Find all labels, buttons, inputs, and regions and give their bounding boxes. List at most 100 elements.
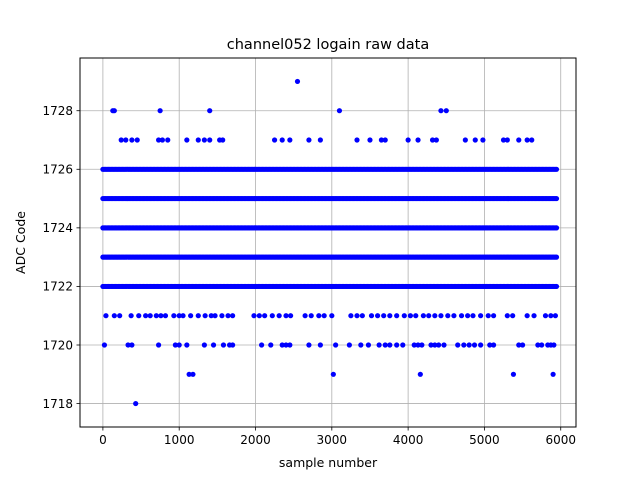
data-point (394, 342, 400, 348)
data-point (500, 137, 507, 143)
x-tick-label: 1000 (164, 433, 195, 447)
data-point (184, 342, 190, 348)
data-point (429, 137, 436, 143)
data-point (378, 137, 385, 143)
data-point (256, 313, 262, 319)
data-point (230, 313, 236, 319)
data-point (190, 371, 196, 377)
data-point (411, 342, 417, 348)
data-point (276, 313, 282, 319)
data-point (165, 137, 171, 143)
data-point (346, 342, 352, 348)
data-point (294, 78, 301, 85)
data-point (143, 313, 149, 319)
data-point (504, 137, 510, 143)
data-point (306, 137, 312, 143)
data-point (428, 342, 434, 348)
data-point (548, 313, 554, 319)
data-point (157, 108, 163, 114)
data-point (539, 342, 545, 348)
data-point (405, 137, 411, 143)
data-point (156, 342, 162, 348)
data-point (529, 137, 535, 143)
data-point (387, 313, 393, 319)
data-point (134, 137, 140, 143)
data-point (443, 108, 449, 114)
data-point (283, 342, 289, 348)
data-point (471, 342, 478, 348)
data-point (519, 342, 526, 348)
data-point (462, 137, 468, 143)
data-point (552, 313, 559, 319)
data-point (195, 313, 201, 319)
data-point (365, 342, 372, 348)
data-point (156, 137, 162, 143)
y-tick-label: 1722 (42, 280, 73, 294)
data-point (553, 225, 560, 231)
data-point (330, 371, 336, 377)
data-point (551, 342, 557, 348)
data-point (210, 342, 217, 348)
data-point (480, 137, 486, 143)
data-point (251, 313, 257, 319)
data-point (287, 137, 293, 143)
data-point (201, 137, 207, 143)
data-point (535, 342, 541, 348)
data-point (329, 313, 335, 319)
data-point (147, 313, 153, 319)
data-point (542, 313, 549, 319)
data-point (415, 342, 421, 348)
data-point (359, 313, 365, 319)
data-point (376, 342, 382, 348)
data-point (186, 371, 192, 377)
data-point (117, 313, 123, 319)
data-point (288, 313, 294, 319)
data-point (321, 313, 327, 319)
y-tick-label: 1720 (42, 338, 73, 352)
data-point (262, 313, 268, 319)
data-point (487, 342, 493, 348)
data-point (279, 137, 285, 143)
data-point (465, 313, 471, 319)
data-point (230, 342, 236, 348)
data-point (269, 313, 275, 319)
data-point (171, 313, 177, 319)
data-point (195, 137, 201, 143)
data-point (553, 195, 560, 202)
x-tick-label: 0 (99, 433, 107, 447)
data-point (220, 342, 227, 348)
y-tick-label: 1726 (42, 163, 73, 177)
data-point (220, 137, 226, 143)
y-tick-label: 1728 (42, 104, 73, 118)
data-point (259, 342, 265, 348)
data-point (136, 313, 142, 319)
data-point (438, 108, 444, 114)
data-point (268, 342, 274, 348)
data-point (101, 342, 108, 348)
data-points (100, 78, 560, 407)
data-point (415, 137, 421, 143)
data-point (172, 342, 178, 348)
data-point (553, 283, 560, 290)
data-point (159, 137, 166, 143)
data-point (490, 313, 497, 319)
data-point (441, 342, 447, 348)
data-point (436, 342, 442, 348)
data-point (133, 400, 139, 407)
data-point (358, 342, 364, 348)
y-tick-label: 1724 (42, 221, 73, 235)
data-point (524, 313, 530, 319)
data-point (354, 137, 360, 143)
x-tick-label: 2000 (240, 433, 271, 447)
data-point (419, 342, 425, 348)
data-point (381, 313, 387, 319)
data-point (387, 342, 393, 348)
data-point (466, 342, 472, 348)
data-point (184, 137, 190, 143)
data-point (128, 313, 134, 319)
data-point (129, 342, 135, 348)
data-point (400, 342, 406, 348)
data-point (516, 137, 522, 143)
data-point (458, 313, 465, 319)
